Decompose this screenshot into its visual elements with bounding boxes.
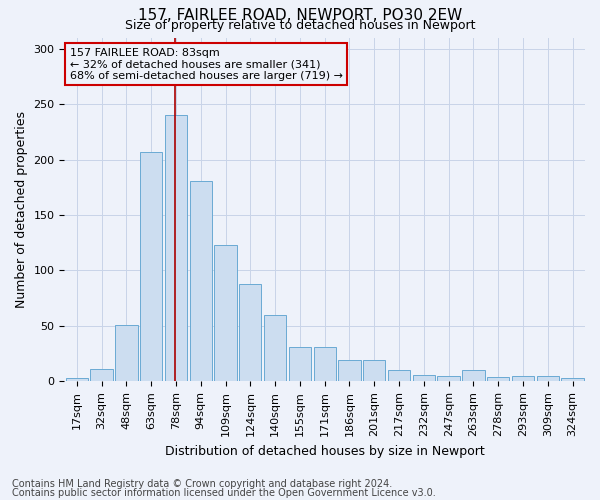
Bar xyxy=(536,376,559,382)
Y-axis label: Number of detached properties: Number of detached properties xyxy=(15,111,28,308)
Bar xyxy=(462,370,485,382)
Bar xyxy=(140,152,163,382)
Bar xyxy=(264,315,286,382)
Bar xyxy=(413,374,435,382)
Text: Size of property relative to detached houses in Newport: Size of property relative to detached ho… xyxy=(125,18,475,32)
Text: 157, FAIRLEE ROAD, NEWPORT, PO30 2EW: 157, FAIRLEE ROAD, NEWPORT, PO30 2EW xyxy=(138,8,462,22)
Bar xyxy=(214,245,236,382)
Bar xyxy=(487,377,509,382)
Bar xyxy=(512,376,534,382)
Bar xyxy=(115,325,137,382)
Text: 157 FAIRLEE ROAD: 83sqm
← 32% of detached houses are smaller (341)
68% of semi-d: 157 FAIRLEE ROAD: 83sqm ← 32% of detache… xyxy=(70,48,343,81)
Text: Contains HM Land Registry data © Crown copyright and database right 2024.: Contains HM Land Registry data © Crown c… xyxy=(12,479,392,489)
Bar xyxy=(437,376,460,382)
X-axis label: Distribution of detached houses by size in Newport: Distribution of detached houses by size … xyxy=(165,444,485,458)
Bar xyxy=(190,180,212,382)
Bar xyxy=(65,378,88,382)
Bar xyxy=(289,347,311,382)
Bar xyxy=(338,360,361,382)
Bar xyxy=(165,115,187,382)
Text: Contains public sector information licensed under the Open Government Licence v3: Contains public sector information licen… xyxy=(12,488,436,498)
Bar xyxy=(388,370,410,382)
Bar xyxy=(91,369,113,382)
Bar xyxy=(239,284,262,382)
Bar xyxy=(314,347,336,382)
Bar xyxy=(562,378,584,382)
Bar xyxy=(363,360,385,382)
